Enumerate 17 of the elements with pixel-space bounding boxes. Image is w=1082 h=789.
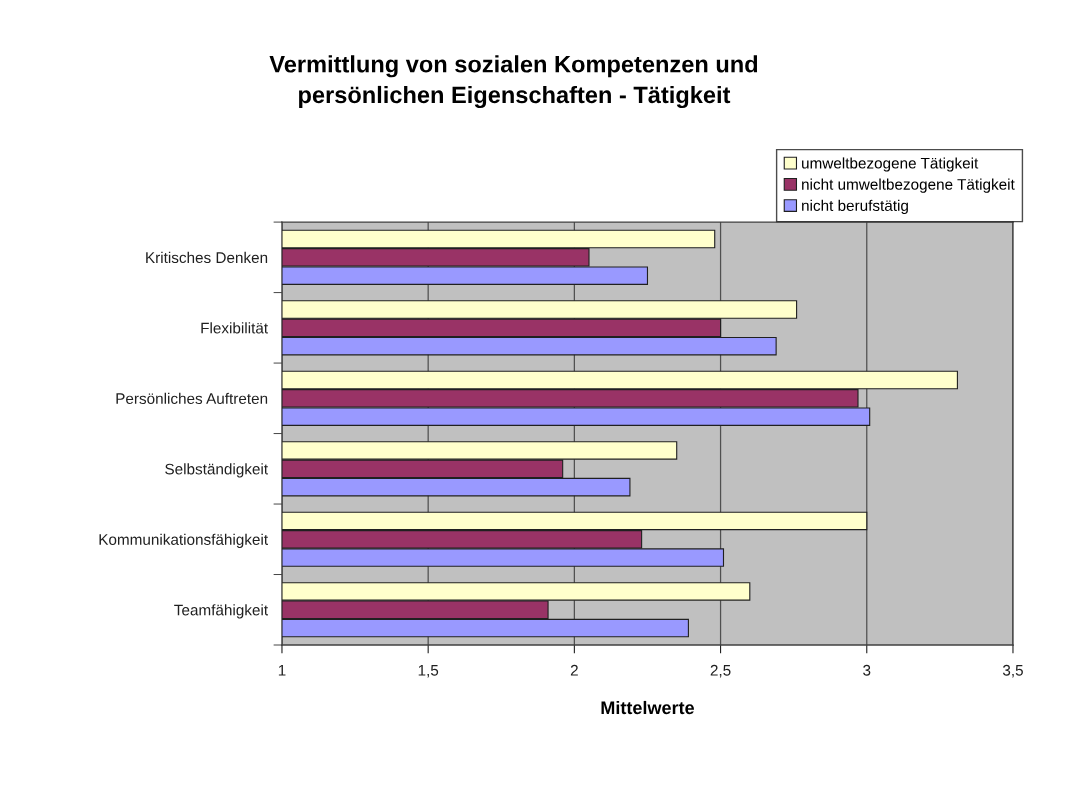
x-tick-label: 2,5: [710, 664, 731, 678]
x-tick-label: 2: [570, 664, 578, 676]
y-tick-label: Kritisches Denken: [146, 251, 268, 264]
x-axis-title: Mittelwerte: [601, 700, 695, 715]
y-tick-label: Persönliches Auftreten: [116, 392, 268, 404]
y-tick-label: Flexibilität: [201, 322, 268, 334]
chart-title: Vermittlung von sozialen Kompetenzen und persönlichen Eigenschaften - Tätigkeit: [269, 55, 758, 109]
y-tick-label: Kommunikationsfähigkeit: [99, 533, 268, 548]
x-tick-label: 1: [278, 665, 286, 676]
x-tick-label: 1,5: [418, 665, 439, 678]
legend-label: nicht berufstätig: [802, 199, 908, 215]
legend-label: umweltbezogene Tätigkeit: [802, 157, 979, 172]
x-tick-label: 3,5: [1002, 664, 1023, 678]
y-tick-label: Teamfähigkeit: [174, 604, 268, 619]
legend-label: nicht umweltbezogene Tätigkeit: [802, 178, 1015, 193]
y-tick-label: Selbständigkeit: [165, 463, 268, 478]
x-tick-label: 3: [863, 664, 871, 676]
